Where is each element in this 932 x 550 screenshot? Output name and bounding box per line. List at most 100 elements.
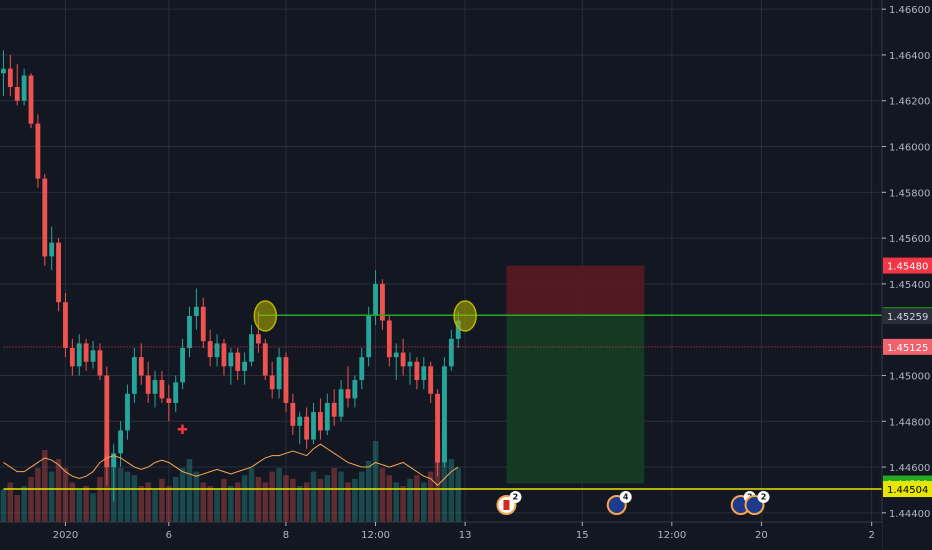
volume-bar <box>255 477 262 522</box>
volume-bar <box>172 477 179 522</box>
price-label: 1.44504 <box>887 485 928 496</box>
event-marker[interactable]: 2 <box>744 491 770 515</box>
candle-body <box>207 341 213 358</box>
event-marker[interactable]: 4 <box>606 491 632 515</box>
volume-bar <box>434 441 441 522</box>
candle-body <box>131 357 137 394</box>
highlight-circle[interactable] <box>453 300 477 332</box>
volume-bar <box>200 482 207 522</box>
volume-bar <box>193 471 200 522</box>
volume-bar <box>117 468 124 522</box>
volume-bar <box>441 432 448 522</box>
candle-body <box>56 242 61 303</box>
volume-bar <box>35 468 41 522</box>
volume-bar <box>14 495 20 522</box>
candle-body <box>414 361 420 381</box>
price-tick-label: 1.45800 <box>889 188 930 199</box>
highlight-circle[interactable] <box>253 300 278 332</box>
candle-body <box>338 389 344 417</box>
volume-bar <box>427 471 434 522</box>
volume-bar <box>345 482 351 522</box>
event-count-badge <box>757 491 770 503</box>
candle-body <box>318 412 323 431</box>
volume-bar <box>145 482 151 522</box>
volume-bar <box>248 468 255 522</box>
candle-body <box>242 361 248 371</box>
candle-body <box>200 306 206 342</box>
volume-bar <box>393 482 399 522</box>
price-label-bg <box>883 257 932 274</box>
price-label: 1.45259 <box>887 312 928 323</box>
candle-body <box>180 348 186 383</box>
candle-body <box>421 366 427 381</box>
volume-bar <box>324 475 331 522</box>
volume-bar <box>372 441 379 522</box>
time-tick-label: 6 <box>166 530 172 541</box>
event-count-badge <box>619 491 632 503</box>
candle-body <box>235 352 241 371</box>
candle-body <box>380 283 385 321</box>
candle-body <box>118 430 123 454</box>
cross-marker: ✚ <box>177 423 188 438</box>
volume-bar <box>21 486 27 522</box>
candle-body <box>214 343 220 358</box>
stop-loss-zone[interactable] <box>506 265 645 316</box>
candle-body <box>221 343 227 367</box>
volume-bar <box>241 475 248 522</box>
volume-bar <box>365 460 372 522</box>
candle-body <box>49 242 55 257</box>
candle-body <box>173 382 179 403</box>
volume-bar <box>379 468 386 522</box>
candle-body <box>262 343 268 376</box>
time-tick-label: 8 <box>283 530 289 541</box>
volume-bar <box>276 468 282 522</box>
volume-bar <box>352 478 358 522</box>
volume-bar <box>159 478 165 522</box>
candles <box>1 50 461 502</box>
candle-body <box>21 75 27 101</box>
price-tick-label: 1.44400 <box>889 509 930 520</box>
time-tick-label: 13 <box>459 530 472 541</box>
price-label: 1.45125 <box>887 343 928 354</box>
candle-body <box>7 68 13 87</box>
volume-bar <box>234 482 241 522</box>
price-label: 1.45480 <box>887 262 928 273</box>
volume-bar <box>28 477 34 522</box>
price-tick-label: 1.44800 <box>889 417 930 428</box>
candle-body <box>14 87 20 101</box>
candle-body <box>1 68 6 74</box>
volume-bars <box>0 432 461 522</box>
candle-body <box>152 380 158 394</box>
volume-bar <box>69 482 76 522</box>
candle-body <box>304 416 310 440</box>
candle-body <box>276 357 282 390</box>
candle-body <box>442 366 447 463</box>
candle-body <box>111 453 117 468</box>
volume-bar <box>214 489 220 522</box>
candle-body <box>386 320 392 358</box>
volume-bar <box>186 459 193 522</box>
volume-bar <box>407 478 413 522</box>
event-marker[interactable]: 2 <box>496 491 522 515</box>
price-tick-label: 1.45400 <box>889 280 930 291</box>
candle-body <box>166 398 172 403</box>
candle-body <box>138 357 144 376</box>
candle-body <box>331 402 337 417</box>
candle-body <box>428 366 434 394</box>
candle-body <box>145 375 151 394</box>
candle-body <box>345 389 351 399</box>
time-axis-panel <box>0 522 882 550</box>
candle-body <box>187 315 192 348</box>
candle-body <box>359 357 365 381</box>
candle-body <box>125 393 130 431</box>
volume-bar <box>317 478 324 522</box>
volume-bar <box>83 486 89 522</box>
price-tick-label: 1.46200 <box>889 97 930 108</box>
volume-bar <box>221 478 227 522</box>
volume-bar <box>283 475 289 522</box>
take-profit-zone[interactable] <box>506 315 645 484</box>
candle-body <box>448 338 454 367</box>
time-tick-label: 15 <box>576 530 589 541</box>
volume-bar <box>455 468 461 522</box>
